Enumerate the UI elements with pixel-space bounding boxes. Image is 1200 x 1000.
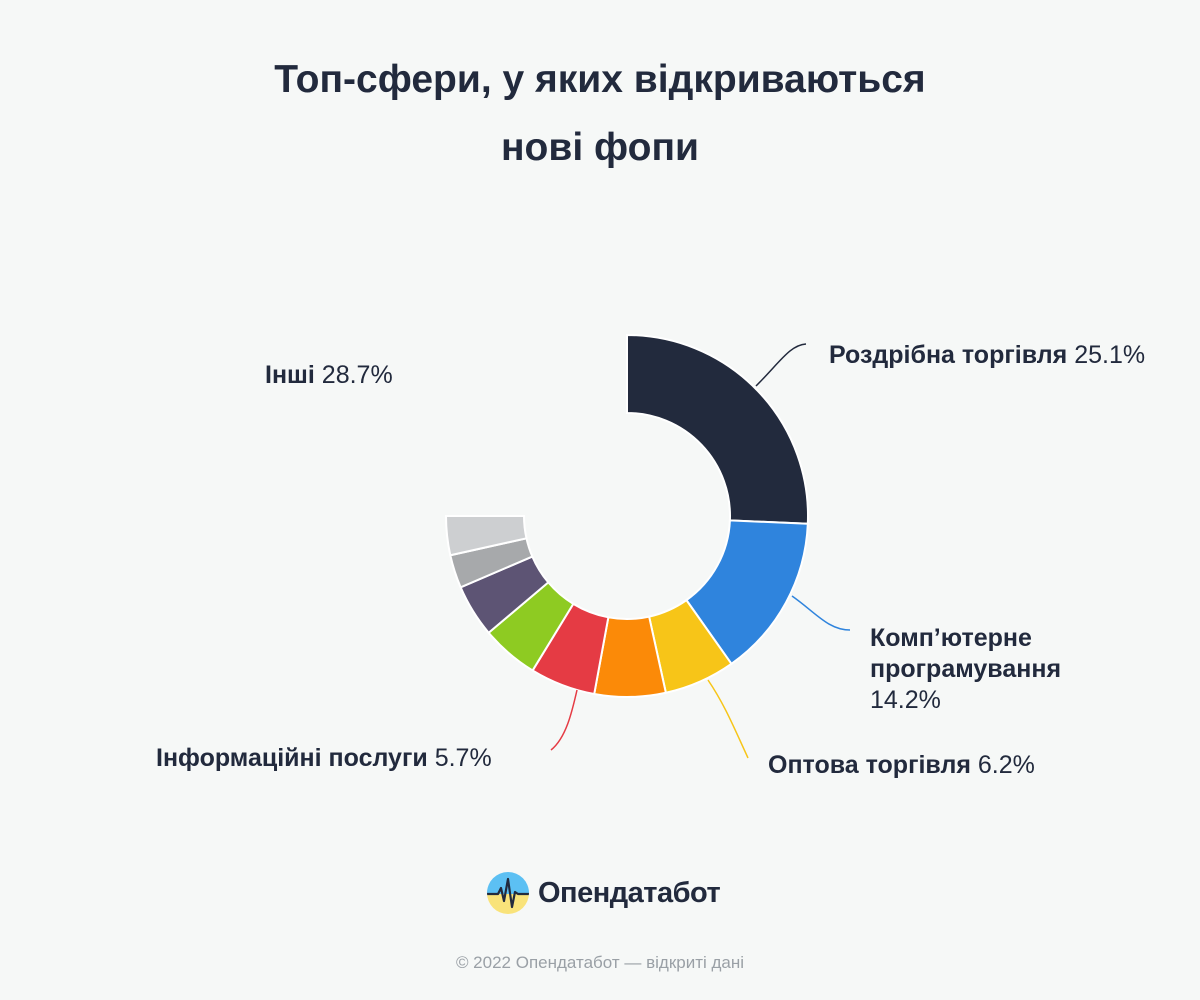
label-info: Інформаційні послуги 5.7% [156, 743, 492, 774]
donut-slice-1 [626, 333, 809, 525]
label-software-pct: 14.2% [870, 686, 941, 714]
brand-logo: Опендатабот [486, 870, 721, 916]
label-retail-pct: 25.1% [1074, 341, 1146, 369]
donut-slices [444, 333, 809, 698]
footer-copyright: © 2022 Опендатабот — відкриті дані [455, 953, 745, 972]
label-others-pct: 28.7% [321, 361, 393, 389]
label-info-pct: 5.7% [434, 744, 492, 772]
leader-line-info [550, 689, 578, 751]
chart-title-line-2: нові фопи [501, 126, 699, 169]
donut-slice-9 [444, 515, 528, 557]
leader-line-retail [755, 343, 807, 387]
label-software-name-2: програмування [870, 655, 1062, 683]
leader-line-wholesale [707, 679, 749, 759]
label-software: Комп’ютерне програмування 14.2% [870, 623, 1061, 716]
label-wholesale-name: Оптова торгівля [768, 751, 971, 779]
label-software-name-1: Комп’ютерне [870, 624, 1032, 652]
label-wholesale-pct: 6.2% [977, 751, 1035, 779]
leader-line-software [791, 595, 851, 631]
label-retail: Роздрібна торгівля 25.1% [829, 340, 1145, 371]
chart-title-line-1: Топ-сфери, у яких відкриваються [274, 58, 926, 101]
label-others-name: Інші [265, 361, 315, 389]
label-wholesale: Оптова торгівля 6.2% [768, 750, 1035, 781]
label-retail-name: Роздрібна торгівля [829, 341, 1068, 369]
label-info-name: Інформаційні послуги [156, 744, 428, 772]
chart-title: Топ-сфери, у яких відкриваються нові фоп… [0, 46, 1200, 182]
opendatabot-logo-icon [487, 872, 529, 914]
label-others: Інші 28.7% [265, 360, 393, 391]
leader-lines [550, 343, 851, 759]
logo-wordmark: Опендатабот [538, 876, 721, 909]
